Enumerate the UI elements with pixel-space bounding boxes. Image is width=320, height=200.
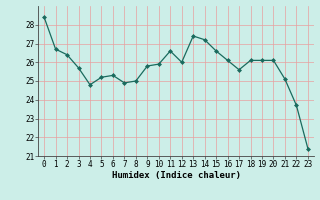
X-axis label: Humidex (Indice chaleur): Humidex (Indice chaleur): [111, 171, 241, 180]
